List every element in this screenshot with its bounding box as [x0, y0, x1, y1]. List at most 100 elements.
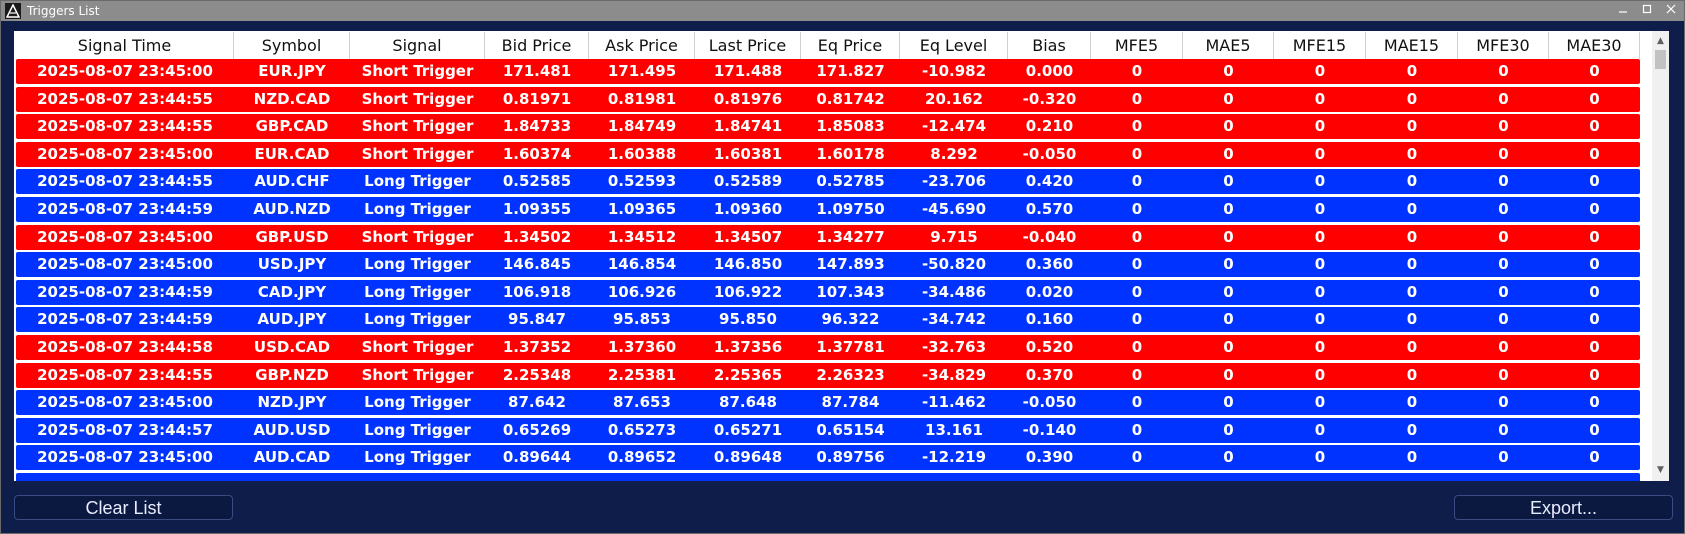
- table-cell: 0: [1314, 337, 1326, 356]
- column-header[interactable]: Ask Price: [589, 32, 695, 59]
- table-cell: 2.25348: [502, 365, 572, 384]
- table-cell: 0: [1131, 337, 1143, 356]
- scroll-up-icon[interactable]: ▲: [1657, 36, 1664, 46]
- table-cell: 0.360: [1025, 255, 1074, 274]
- table-row[interactable]: 2025-08-07 23:44:55 NZD.CAD Short Trigger 0…: [16, 86, 1640, 112]
- table-row[interactable]: 2025-08-07 23:44:55 GBP.CAD Short Trigger 1…: [16, 114, 1640, 140]
- table-cell: [16, 473, 234, 481]
- scroll-thumb[interactable]: [1655, 50, 1666, 69]
- table-cell: 2025-08-07 23:44:59: [37, 282, 213, 301]
- column-header[interactable]: MFE5: [1091, 32, 1183, 59]
- vertical-scrollbar[interactable]: ▲ ▼: [1652, 31, 1669, 481]
- table-cell: 0: [1406, 420, 1418, 439]
- table-cell: 1.34502: [502, 227, 572, 246]
- table-cell: 0: [1589, 89, 1600, 108]
- table-row[interactable]: [16, 472, 1640, 481]
- table-cell: 1.34507: [713, 227, 783, 246]
- table-row[interactable]: 2025-08-07 23:44:58 USD.CAD Short Trigger 1…: [16, 334, 1640, 360]
- table-row[interactable]: 2025-08-07 23:44:55 GBP.NZD Short Trigger 2…: [16, 362, 1640, 388]
- table-cell: 0.89652: [607, 448, 677, 467]
- table-cell: 0: [1314, 282, 1326, 301]
- table-cell: 0.020: [1025, 282, 1074, 301]
- table-cell: 2025-08-07 23:44:58: [37, 337, 213, 356]
- table-row[interactable]: 2025-08-07 23:44:57 AUD.USD Long Trigger 0.…: [16, 417, 1640, 443]
- column-header[interactable]: Symbol: [234, 32, 350, 59]
- table-cell: 0.81976: [713, 89, 783, 108]
- table-row[interactable]: 2025-08-07 23:44:59 AUD.NZD Long Trigger 1.…: [16, 196, 1640, 222]
- table-cell: [801, 473, 900, 481]
- table-cell: 0.520: [1025, 337, 1074, 356]
- table-cell: 2025-08-07 23:44:57: [37, 420, 213, 439]
- clear-list-button[interactable]: Clear List: [14, 495, 233, 520]
- column-header[interactable]: MFE30: [1458, 32, 1549, 59]
- column-header[interactable]: Last Price: [695, 32, 801, 59]
- column-header[interactable]: Bid Price: [485, 32, 589, 59]
- table-cell: 0: [1498, 365, 1509, 384]
- column-header[interactable]: Eq Price: [801, 32, 900, 59]
- title-bar[interactable]: Triggers List: [1, 1, 1684, 21]
- table-cell: 1.34277: [816, 227, 885, 246]
- table-cell: 1.60388: [607, 144, 677, 163]
- close-icon[interactable]: [1664, 3, 1678, 19]
- table-cell: -34.829: [921, 365, 987, 384]
- table-cell: 0.000: [1025, 62, 1074, 80]
- column-header[interactable]: MFE15: [1274, 32, 1366, 59]
- table-cell: 106.926: [607, 282, 677, 301]
- maximize-icon[interactable]: [1640, 3, 1654, 19]
- table-cell: 96.322: [821, 310, 880, 329]
- table-row[interactable]: 2025-08-07 23:45:00 EUR.JPY Short Trigger 1…: [16, 59, 1640, 84]
- table-cell: Long Trigger: [364, 199, 471, 218]
- table-row[interactable]: 2025-08-07 23:44:55 AUD.CHF Long Trigger 0.…: [16, 169, 1640, 195]
- table-cell: 87.642: [508, 393, 566, 412]
- table-cell: 0.370: [1025, 365, 1074, 384]
- table-cell: [234, 473, 350, 481]
- table-cell: [695, 473, 801, 481]
- table-cell: 1.37356: [713, 337, 783, 356]
- table-cell: 8.292: [930, 144, 978, 163]
- table-cell: -23.706: [921, 172, 987, 191]
- table-cell: 87.784: [821, 393, 880, 412]
- table-cell: 1.84749: [607, 117, 677, 136]
- table-cell: 0.52593: [607, 172, 677, 191]
- table-cell: 0: [1406, 172, 1418, 191]
- column-header[interactable]: MAE30: [1549, 32, 1640, 59]
- column-header[interactable]: Signal: [350, 32, 485, 59]
- table-cell: Long Trigger: [364, 172, 471, 191]
- table-cell: 2025-08-07 23:44:55: [37, 89, 213, 108]
- table-cell: 0: [1223, 420, 1234, 439]
- table-cell: 0: [1314, 310, 1326, 329]
- table-body[interactable]: 2025-08-07 23:45:00 EUR.JPY Short Trigger 1…: [16, 59, 1640, 481]
- table-cell: 2025-08-07 23:44:55: [37, 117, 213, 136]
- triggers-table[interactable]: Signal Time Symbol Signal Bid Price Ask Pric…: [14, 31, 1669, 481]
- column-header[interactable]: MAE15: [1366, 32, 1458, 59]
- table-row[interactable]: 2025-08-07 23:45:00 EUR.CAD Short Trigger 1…: [16, 141, 1640, 167]
- table-cell: 2025-08-07 23:44:55: [37, 172, 213, 191]
- table-cell: Long Trigger: [364, 310, 471, 329]
- table-cell: 0.160: [1025, 310, 1074, 329]
- table-row[interactable]: 2025-08-07 23:45:00 GBP.USD Short Trigger 1…: [16, 224, 1640, 250]
- column-header[interactable]: Eq Level: [900, 32, 1008, 59]
- table-cell: 1.09355: [502, 199, 572, 218]
- table-cell: 0: [1131, 199, 1143, 218]
- column-header[interactable]: MAE5: [1183, 32, 1274, 59]
- table-row[interactable]: 2025-08-07 23:45:00 NZD.JPY Long Trigger 87…: [16, 390, 1640, 416]
- table-cell: 0: [1406, 89, 1418, 108]
- table-row[interactable]: 2025-08-07 23:45:00 AUD.CAD Long Trigger 0.…: [16, 445, 1640, 471]
- scroll-down-icon[interactable]: ▼: [1657, 465, 1664, 475]
- table-cell: EUR.CAD: [254, 144, 330, 163]
- table-cell: 0: [1498, 393, 1509, 412]
- table-cell: 0: [1314, 420, 1326, 439]
- table-row[interactable]: 2025-08-07 23:44:59 CAD.JPY Long Trigger 10…: [16, 279, 1640, 305]
- column-header[interactable]: Bias: [1008, 32, 1091, 59]
- minimize-icon[interactable]: [1616, 3, 1630, 19]
- table-cell: 1.37781: [816, 337, 885, 356]
- table-cell: -12.219: [921, 448, 987, 467]
- table-cell: 0.52785: [816, 172, 885, 191]
- export-button[interactable]: Export...: [1454, 495, 1673, 520]
- table-row[interactable]: 2025-08-07 23:44:59 AUD.JPY Long Trigger 95…: [16, 307, 1640, 333]
- table-row[interactable]: 2025-08-07 23:45:00 USD.JPY Long Trigger 14…: [16, 252, 1640, 278]
- table-cell: 87.648: [719, 393, 777, 412]
- column-header[interactable]: Signal Time: [16, 32, 234, 59]
- table-cell: 0: [1223, 365, 1234, 384]
